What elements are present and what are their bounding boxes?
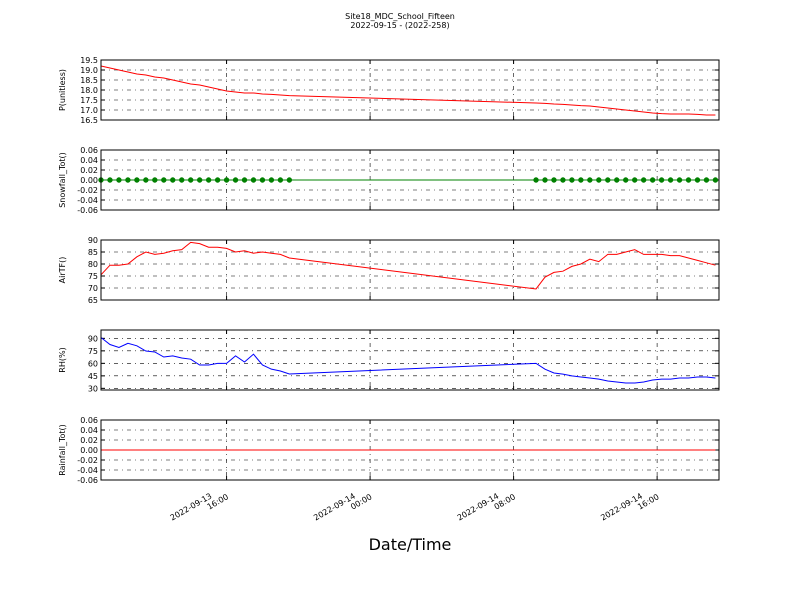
data-point bbox=[596, 177, 602, 183]
x-axis-title: Date/Time bbox=[369, 535, 452, 554]
y-tick-label: 0.02 bbox=[80, 166, 98, 175]
y-axis-title: Snowfall_Tot() bbox=[58, 152, 67, 208]
data-point bbox=[223, 177, 230, 183]
y-tick-label: 75 bbox=[88, 347, 98, 356]
data-point bbox=[712, 177, 719, 183]
y-tick-label: 0.02 bbox=[80, 436, 98, 445]
y-tick-label: 18.0 bbox=[80, 86, 98, 95]
y-tick-label: 0.00 bbox=[80, 176, 98, 185]
y-tick-label: 0.00 bbox=[80, 446, 98, 455]
y-axis-title: AirTF() bbox=[58, 257, 67, 284]
data-point bbox=[152, 177, 158, 183]
y-axis-title: RH(%) bbox=[58, 347, 67, 372]
data-point bbox=[614, 177, 620, 183]
data-point bbox=[587, 177, 593, 183]
y-tick-label: 70 bbox=[88, 284, 98, 293]
data-point bbox=[286, 177, 293, 183]
y-tick-label: -0.06 bbox=[77, 476, 98, 485]
data-line bbox=[100, 65, 716, 116]
axes-frame bbox=[100, 329, 720, 391]
data-point bbox=[551, 177, 557, 183]
data-point bbox=[161, 177, 167, 183]
y-tick-label: 19.0 bbox=[80, 66, 98, 75]
data-point bbox=[640, 177, 647, 183]
y-tick-label: 16.5 bbox=[80, 116, 98, 125]
y-tick-label: 0.04 bbox=[80, 426, 98, 435]
y-tick-label: 85 bbox=[88, 248, 98, 257]
y-tick-label: 0.06 bbox=[80, 146, 98, 155]
y-tick-label: 80 bbox=[88, 260, 98, 269]
data-point bbox=[107, 177, 113, 183]
axes-frame bbox=[100, 149, 720, 211]
y-tick-label: -0.04 bbox=[77, 466, 98, 475]
data-point bbox=[569, 177, 575, 183]
data-point bbox=[196, 177, 203, 183]
data-point bbox=[578, 177, 584, 183]
data-point bbox=[205, 177, 212, 183]
data-point bbox=[250, 177, 257, 183]
data-line bbox=[100, 241, 716, 290]
data-point bbox=[649, 177, 656, 183]
y-tick-label: 45 bbox=[88, 372, 98, 381]
y-tick-label: -0.02 bbox=[77, 186, 98, 195]
data-point bbox=[116, 177, 122, 183]
y-tick-label: 65 bbox=[88, 296, 98, 305]
data-point bbox=[268, 177, 275, 183]
y-tick-label: 18.5 bbox=[80, 76, 98, 85]
data-point bbox=[134, 177, 140, 183]
y-tick-label: 75 bbox=[88, 272, 98, 281]
data-line bbox=[100, 337, 716, 384]
data-point bbox=[259, 177, 266, 183]
data-point bbox=[658, 177, 665, 183]
y-tick-label: 0.04 bbox=[80, 156, 98, 165]
chart-title: Site18_MDC_School_Fifteen bbox=[345, 12, 455, 21]
data-point bbox=[560, 177, 566, 183]
y-tick-label: -0.02 bbox=[77, 456, 98, 465]
data-point bbox=[125, 177, 131, 183]
data-point bbox=[179, 177, 185, 183]
data-point bbox=[676, 177, 683, 183]
axes-frame bbox=[100, 239, 720, 301]
y-tick-label: 90 bbox=[88, 236, 98, 245]
data-point bbox=[143, 177, 149, 183]
data-point bbox=[533, 177, 539, 183]
y-tick-label: -0.06 bbox=[77, 206, 98, 215]
y-tick-label: 19.5 bbox=[80, 56, 98, 65]
y-tick-label: 17.0 bbox=[80, 106, 98, 115]
data-point bbox=[694, 177, 701, 183]
y-tick-label: 0.06 bbox=[80, 416, 98, 425]
data-point bbox=[685, 177, 692, 183]
data-point bbox=[214, 177, 221, 183]
axes-frame bbox=[100, 419, 720, 481]
data-point bbox=[605, 177, 611, 183]
data-point bbox=[170, 177, 176, 183]
y-tick-label: 60 bbox=[88, 359, 98, 368]
data-point bbox=[232, 177, 239, 183]
data-point bbox=[667, 177, 674, 183]
data-point bbox=[241, 177, 248, 183]
axes-frame bbox=[100, 59, 720, 121]
y-axis-title: P(unitless) bbox=[58, 69, 67, 111]
data-point bbox=[703, 177, 710, 183]
data-point bbox=[187, 177, 194, 183]
data-point bbox=[631, 177, 638, 183]
chart-subtitle: 2022-09-15 - (2022-258) bbox=[350, 21, 449, 30]
data-point bbox=[542, 177, 548, 183]
data-point bbox=[623, 177, 629, 183]
y-tick-label: -0.04 bbox=[77, 196, 98, 205]
data-point bbox=[277, 177, 284, 183]
y-tick-label: 17.5 bbox=[80, 96, 98, 105]
y-axis-title: Rainfall_Tot() bbox=[58, 424, 67, 476]
y-tick-label: 30 bbox=[88, 384, 98, 393]
y-tick-label: 90 bbox=[88, 334, 98, 343]
